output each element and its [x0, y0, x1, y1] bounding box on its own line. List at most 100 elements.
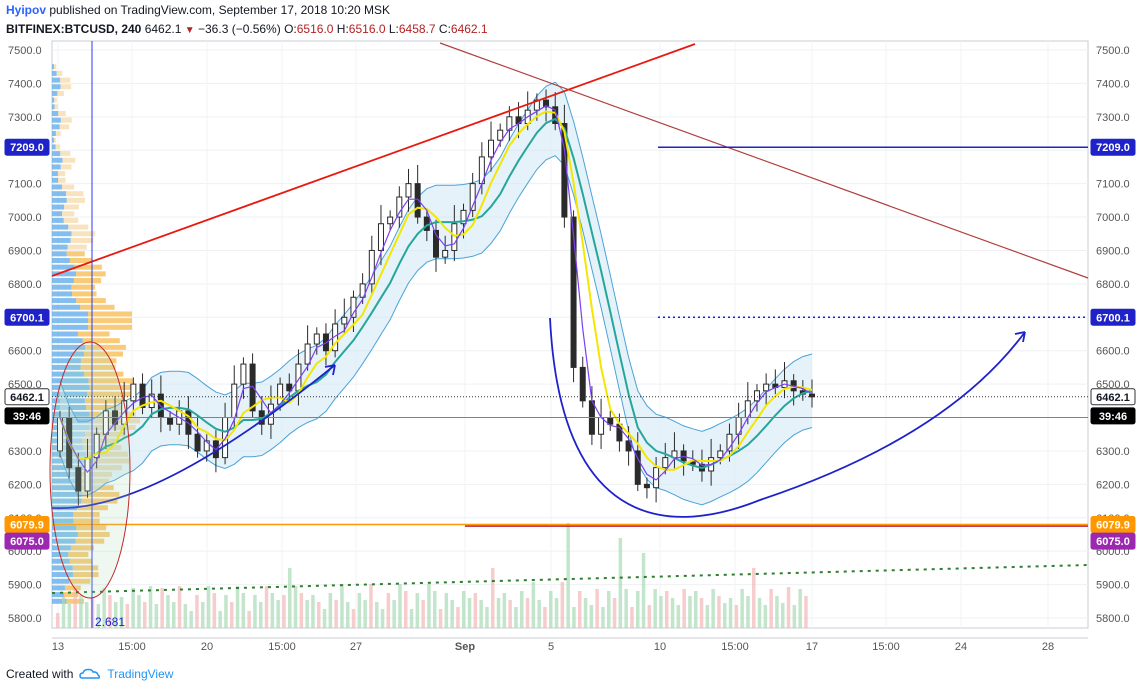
volume-profile-bar: [58, 110, 66, 116]
author-name[interactable]: Hyipov: [6, 3, 47, 17]
price-label-right: 6462.1: [1096, 392, 1130, 404]
candle-body: [377, 223, 384, 251]
volume-profile-bar: [52, 344, 86, 350]
volume-bar: [792, 605, 797, 628]
volume-bar: [73, 588, 77, 628]
price-label-left: 6700.1: [10, 312, 44, 324]
y-tick-label-left: 6900.0: [8, 245, 42, 257]
price-label-left: 6462.1: [10, 392, 44, 404]
y-tick-label-left: 7500.0: [8, 45, 42, 57]
volume-profile-bar: [52, 64, 54, 70]
volume-bar: [392, 600, 396, 628]
last-price: 6462.1: [144, 22, 182, 36]
volume-bar: [375, 602, 379, 628]
volume-profile-bar: [60, 84, 72, 90]
volume-bar: [578, 591, 582, 628]
y-tick-label-left: 7100.0: [8, 179, 42, 191]
price-change: −36.3 (−0.56%): [198, 22, 281, 36]
x-tick-label: 28: [1042, 641, 1054, 653]
volume-profile-bar: [52, 237, 71, 243]
volume-bar: [351, 609, 356, 628]
volume-profile-bar: [52, 291, 73, 297]
y-tick-label-left: 6200.0: [8, 479, 42, 491]
volume-profile-bar: [52, 211, 63, 217]
candle-body: [460, 209, 467, 225]
volume-profile-bar: [69, 558, 92, 564]
symbol-label[interactable]: BITFINEX:BTCUSD, 240: [6, 22, 142, 36]
volume-bar: [195, 595, 199, 628]
volume-bar: [804, 596, 808, 628]
x-tick-label: 10: [654, 641, 666, 653]
price-label-box-left: [4, 138, 50, 156]
volume-profile-bar: [68, 224, 89, 230]
volume-bar: [485, 607, 489, 628]
volume-profile-bar: [80, 358, 117, 364]
volume-bar: [206, 586, 211, 628]
volume-profile-bar: [52, 77, 61, 83]
volume-profile-bar: [52, 271, 77, 277]
candle-body: [717, 450, 724, 459]
volume-profile-bar: [69, 257, 92, 263]
volume-bar: [554, 598, 559, 628]
volume-bar: [699, 598, 704, 628]
y-tick-label-right: 6800.0: [1096, 279, 1130, 291]
footer: Created with TradingView: [6, 667, 173, 681]
low-label: L:: [388, 22, 399, 36]
x-tick-label: 15:00: [721, 641, 749, 653]
tradingview-link[interactable]: TradingView: [107, 667, 174, 681]
price-label-box-right: [1090, 308, 1136, 326]
volume-bar: [230, 602, 234, 628]
volume-profile-bar: [52, 191, 67, 197]
candle-body: [139, 383, 146, 409]
volume-profile-bar: [52, 224, 69, 230]
volume-bar: [363, 600, 367, 628]
price-label-right: 39:46: [1099, 411, 1127, 423]
volume-bar: [357, 593, 362, 628]
volume-bar: [119, 597, 124, 628]
volume-profile-bar: [64, 585, 81, 591]
volume-bar: [491, 568, 495, 628]
y-tick-label-right: 6200.0: [1096, 479, 1130, 491]
volume-bar: [96, 604, 101, 628]
volume-bar: [769, 589, 773, 628]
candle-body: [240, 363, 247, 385]
volume-profile-bar: [52, 90, 58, 96]
volume-bar: [723, 603, 727, 628]
volume-bar: [566, 523, 570, 628]
volume-profile-bar: [52, 572, 73, 578]
volume-profile-bar: [52, 204, 65, 210]
volume-bar: [525, 598, 530, 628]
volume-bar: [253, 595, 257, 628]
x-tick-label: Sep: [455, 641, 475, 653]
volume-profile-bar: [75, 538, 105, 544]
volume-bar: [114, 602, 118, 628]
volume-profile-bar: [77, 331, 110, 337]
volume-bar: [717, 596, 721, 628]
volume-profile-bar: [72, 572, 99, 578]
volume-bar: [467, 598, 472, 628]
volume-bar: [160, 588, 164, 628]
y-tick-label-right: 6300.0: [1096, 446, 1130, 458]
candle-body: [167, 417, 174, 425]
arrowhead-left: [324, 364, 336, 376]
volume-profile-bar: [52, 110, 59, 116]
volume-bar: [201, 602, 205, 628]
bollinger-upper: [59, 81, 813, 432]
price-axes: 5800.05800.05900.05900.06000.06000.06100…: [4, 45, 1136, 653]
volume-profile-bar: [64, 204, 79, 210]
volume-profile-bar: [52, 244, 68, 250]
volume-bar: [369, 584, 373, 628]
y-tick-label-right: 6900.0: [1096, 245, 1130, 257]
volume-bar: [531, 582, 536, 628]
volume-profile-bar: [66, 191, 84, 197]
volume-bar: [282, 595, 286, 628]
candle-body: [488, 139, 495, 158]
candle-body: [313, 333, 320, 345]
volume-bar: [317, 602, 321, 628]
volume-profile-bar: [76, 525, 107, 531]
candle-body: [662, 457, 669, 469]
price-label-box-right: [1090, 515, 1136, 533]
volume-bar: [473, 593, 478, 628]
candle-body: [625, 440, 632, 452]
